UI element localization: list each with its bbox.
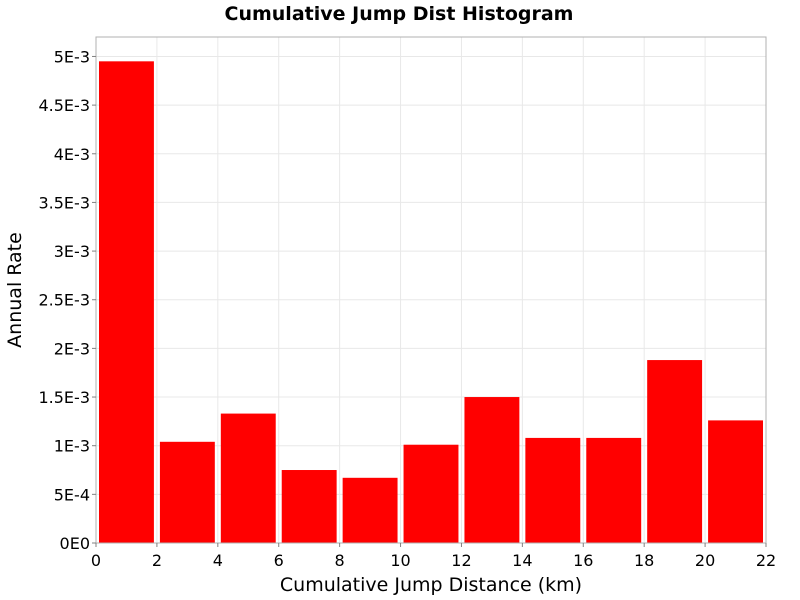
bars bbox=[99, 61, 763, 543]
chart-title: Cumulative Jump Dist Histogram bbox=[225, 3, 574, 25]
x-tick-label: 14 bbox=[512, 551, 532, 570]
histogram-bar bbox=[708, 420, 763, 543]
y-tick-label: 3E-3 bbox=[54, 242, 90, 261]
x-tick-label: 12 bbox=[451, 551, 471, 570]
x-tick-label: 2 bbox=[152, 551, 162, 570]
x-tick-label: 0 bbox=[91, 551, 101, 570]
y-tick-label: 2E-3 bbox=[54, 339, 90, 358]
plot-area-frame bbox=[95, 36, 767, 544]
histogram-bar bbox=[525, 437, 581, 543]
y-tick-label: 2.5E-3 bbox=[38, 291, 90, 310]
y-tick-label: 5E-3 bbox=[54, 47, 90, 66]
x-tick-label: 16 bbox=[573, 551, 593, 570]
histogram-bar bbox=[159, 441, 215, 543]
x-tick-label: 22 bbox=[756, 551, 776, 570]
y-tick-label: 0E0 bbox=[60, 534, 90, 553]
histogram-bar bbox=[647, 360, 703, 543]
histogram-bar bbox=[342, 477, 398, 543]
histogram-bar bbox=[464, 397, 520, 543]
y-tick-label: 1E-3 bbox=[54, 437, 90, 456]
x-tick-label: 10 bbox=[390, 551, 410, 570]
histogram-bar bbox=[281, 470, 337, 543]
y-tick-label: 4.5E-3 bbox=[38, 96, 90, 115]
histogram-bar bbox=[220, 413, 276, 543]
y-axis-ticks: 0E0 5E-4 1E-3 1.5E-3 2E-3 2.5E-3 3E-3 3.5E-3 4E-… bbox=[38, 47, 96, 553]
histogram-bar bbox=[99, 61, 154, 543]
y-tick-label: 5E-4 bbox=[54, 485, 90, 504]
x-tick-label: 4 bbox=[213, 551, 223, 570]
histogram-bar bbox=[586, 437, 642, 543]
y-tick-label: 1.5E-3 bbox=[38, 388, 90, 407]
x-tick-label: 8 bbox=[335, 551, 345, 570]
histogram-bar bbox=[403, 444, 459, 543]
x-axis-ticks: 0 2 4 6 8 10 12 14 16 18 20 22 bbox=[91, 543, 776, 570]
x-tick-label: 20 bbox=[695, 551, 715, 570]
y-tick-label: 4E-3 bbox=[54, 145, 90, 164]
y-axis-label: Annual Rate bbox=[4, 232, 26, 348]
x-axis-label: Cumulative Jump Distance (km) bbox=[280, 574, 582, 596]
x-tick-label: 18 bbox=[634, 551, 654, 570]
x-tick-label: 6 bbox=[274, 551, 284, 570]
y-tick-label: 3.5E-3 bbox=[38, 193, 90, 212]
